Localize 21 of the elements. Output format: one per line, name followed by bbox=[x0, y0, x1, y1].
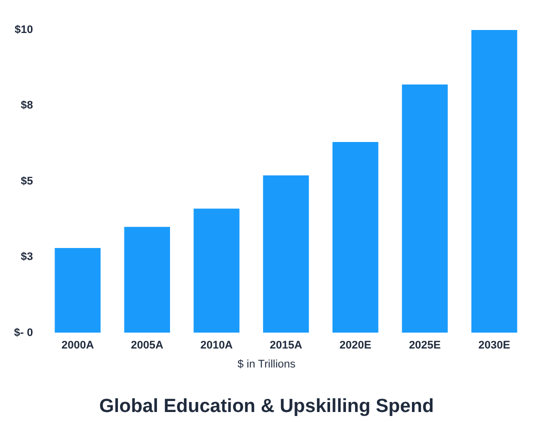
y-tick-label: $5 bbox=[20, 175, 33, 188]
x-tick-label: 2015A bbox=[270, 339, 302, 352]
y-tick-label: $8 bbox=[20, 100, 33, 112]
x-tick-label: 2030E bbox=[478, 339, 510, 352]
x-tick-label: 2005A bbox=[130, 339, 164, 352]
bar bbox=[263, 175, 309, 333]
x-tick-label: 2020E bbox=[340, 339, 372, 352]
bar bbox=[332, 142, 378, 333]
x-tick-label: 2010A bbox=[200, 339, 233, 352]
x-tick-label: 2000A bbox=[61, 339, 94, 352]
y-tick-label: $3 bbox=[20, 251, 33, 264]
bar bbox=[471, 30, 518, 333]
bar bbox=[124, 226, 170, 333]
bar bbox=[402, 84, 448, 333]
y-tick-label: $10 bbox=[14, 24, 33, 36]
text: Global Education & Upskilling Spend bbox=[99, 396, 434, 417]
bar bbox=[54, 248, 101, 333]
text: $ in Trillions bbox=[237, 358, 296, 371]
y-tick-label: $- 0 bbox=[14, 326, 33, 339]
x-tick-label: 2025E bbox=[408, 339, 441, 352]
bar bbox=[194, 208, 240, 333]
